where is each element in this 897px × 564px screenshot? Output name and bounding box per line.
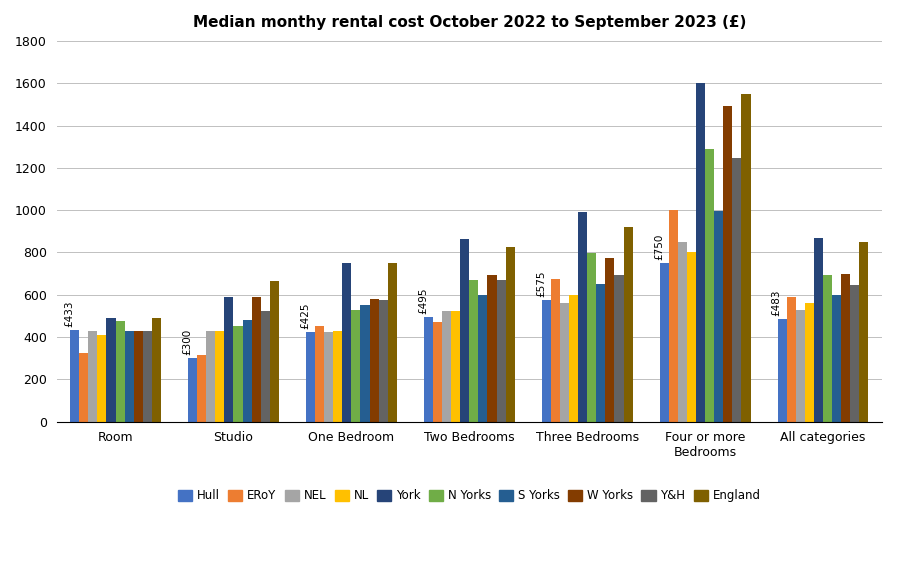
Bar: [188, 358, 197, 422]
Bar: [787, 297, 796, 422]
Bar: [497, 280, 506, 422]
Bar: [79, 353, 88, 422]
Text: £300: £300: [182, 329, 192, 355]
Bar: [388, 263, 396, 422]
Bar: [678, 242, 687, 422]
Bar: [478, 295, 487, 422]
Bar: [659, 263, 669, 422]
Bar: [197, 355, 206, 422]
Bar: [841, 274, 850, 422]
Bar: [261, 311, 270, 422]
Bar: [152, 318, 161, 422]
Bar: [832, 295, 841, 422]
Bar: [98, 335, 107, 422]
Text: £483: £483: [771, 290, 782, 316]
Bar: [742, 94, 751, 422]
Bar: [605, 258, 614, 422]
Bar: [850, 285, 859, 422]
Bar: [352, 310, 361, 422]
Bar: [696, 83, 705, 422]
Bar: [361, 305, 370, 422]
Bar: [859, 242, 868, 422]
Bar: [233, 327, 242, 422]
Bar: [370, 299, 379, 422]
Bar: [306, 332, 315, 422]
Bar: [814, 237, 823, 422]
Text: £433: £433: [65, 301, 74, 327]
Bar: [224, 297, 233, 422]
Bar: [542, 300, 551, 422]
Bar: [315, 327, 324, 422]
Bar: [551, 279, 560, 422]
Bar: [88, 331, 98, 422]
Bar: [614, 275, 623, 422]
Bar: [242, 320, 252, 422]
Bar: [134, 331, 143, 422]
Bar: [796, 310, 805, 422]
Text: £575: £575: [536, 270, 546, 297]
Bar: [805, 303, 814, 422]
Bar: [705, 149, 714, 422]
Bar: [252, 297, 261, 422]
Bar: [469, 280, 478, 422]
Bar: [487, 275, 497, 422]
Bar: [623, 227, 632, 422]
Text: £750: £750: [654, 233, 664, 260]
Title: Median monthy rental cost October 2022 to September 2023 (£): Median monthy rental cost October 2022 t…: [193, 15, 746, 30]
Bar: [343, 263, 352, 422]
Bar: [215, 331, 224, 422]
Bar: [125, 331, 134, 422]
Bar: [714, 211, 723, 422]
Bar: [333, 331, 343, 422]
Bar: [70, 330, 79, 422]
Bar: [597, 284, 605, 422]
Bar: [433, 322, 442, 422]
Bar: [143, 331, 152, 422]
Bar: [687, 253, 696, 422]
Legend: Hull, ERoY, NEL, NL, York, N Yorks, S Yorks, W Yorks, Y&H, England: Hull, ERoY, NEL, NL, York, N Yorks, S Yo…: [173, 484, 765, 507]
Bar: [506, 247, 515, 422]
Bar: [442, 311, 451, 422]
Bar: [723, 107, 732, 422]
Bar: [569, 295, 579, 422]
Bar: [424, 317, 433, 422]
Text: £425: £425: [300, 302, 310, 329]
Bar: [206, 331, 215, 422]
Text: £495: £495: [418, 287, 428, 314]
Bar: [778, 319, 787, 422]
Bar: [732, 158, 742, 422]
Bar: [460, 239, 469, 422]
Bar: [324, 332, 333, 422]
Bar: [579, 212, 588, 422]
Bar: [270, 281, 279, 422]
Bar: [588, 253, 597, 422]
Bar: [116, 321, 125, 422]
Bar: [669, 210, 678, 422]
Bar: [560, 303, 569, 422]
Bar: [823, 275, 832, 422]
Bar: [379, 300, 388, 422]
Bar: [451, 311, 460, 422]
Bar: [107, 318, 116, 422]
